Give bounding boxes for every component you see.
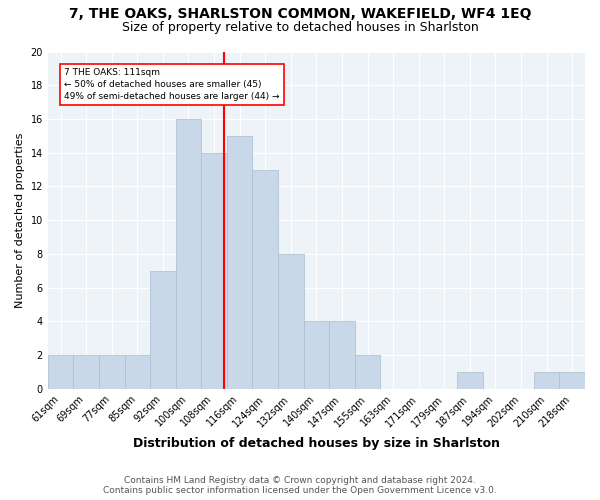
- Text: Contains HM Land Registry data © Crown copyright and database right 2024.
Contai: Contains HM Land Registry data © Crown c…: [103, 476, 497, 495]
- Text: 7 THE OAKS: 111sqm
← 50% of detached houses are smaller (45)
49% of semi-detache: 7 THE OAKS: 111sqm ← 50% of detached hou…: [64, 68, 280, 101]
- Text: Size of property relative to detached houses in Sharlston: Size of property relative to detached ho…: [122, 21, 478, 34]
- Y-axis label: Number of detached properties: Number of detached properties: [15, 132, 25, 308]
- Bar: [176, 119, 201, 389]
- Bar: [227, 136, 253, 389]
- X-axis label: Distribution of detached houses by size in Sharlston: Distribution of detached houses by size …: [133, 437, 500, 450]
- Bar: [99, 355, 125, 389]
- Text: 7, THE OAKS, SHARLSTON COMMON, WAKEFIELD, WF4 1EQ: 7, THE OAKS, SHARLSTON COMMON, WAKEFIELD…: [69, 8, 531, 22]
- Bar: [48, 355, 73, 389]
- Bar: [278, 254, 304, 389]
- Bar: [304, 322, 329, 389]
- Bar: [253, 170, 278, 389]
- Bar: [125, 355, 150, 389]
- Bar: [150, 271, 176, 389]
- Bar: [73, 355, 99, 389]
- Bar: [201, 152, 227, 389]
- Bar: [534, 372, 559, 389]
- Bar: [559, 372, 585, 389]
- Bar: [457, 372, 482, 389]
- Bar: [355, 355, 380, 389]
- Bar: [329, 322, 355, 389]
